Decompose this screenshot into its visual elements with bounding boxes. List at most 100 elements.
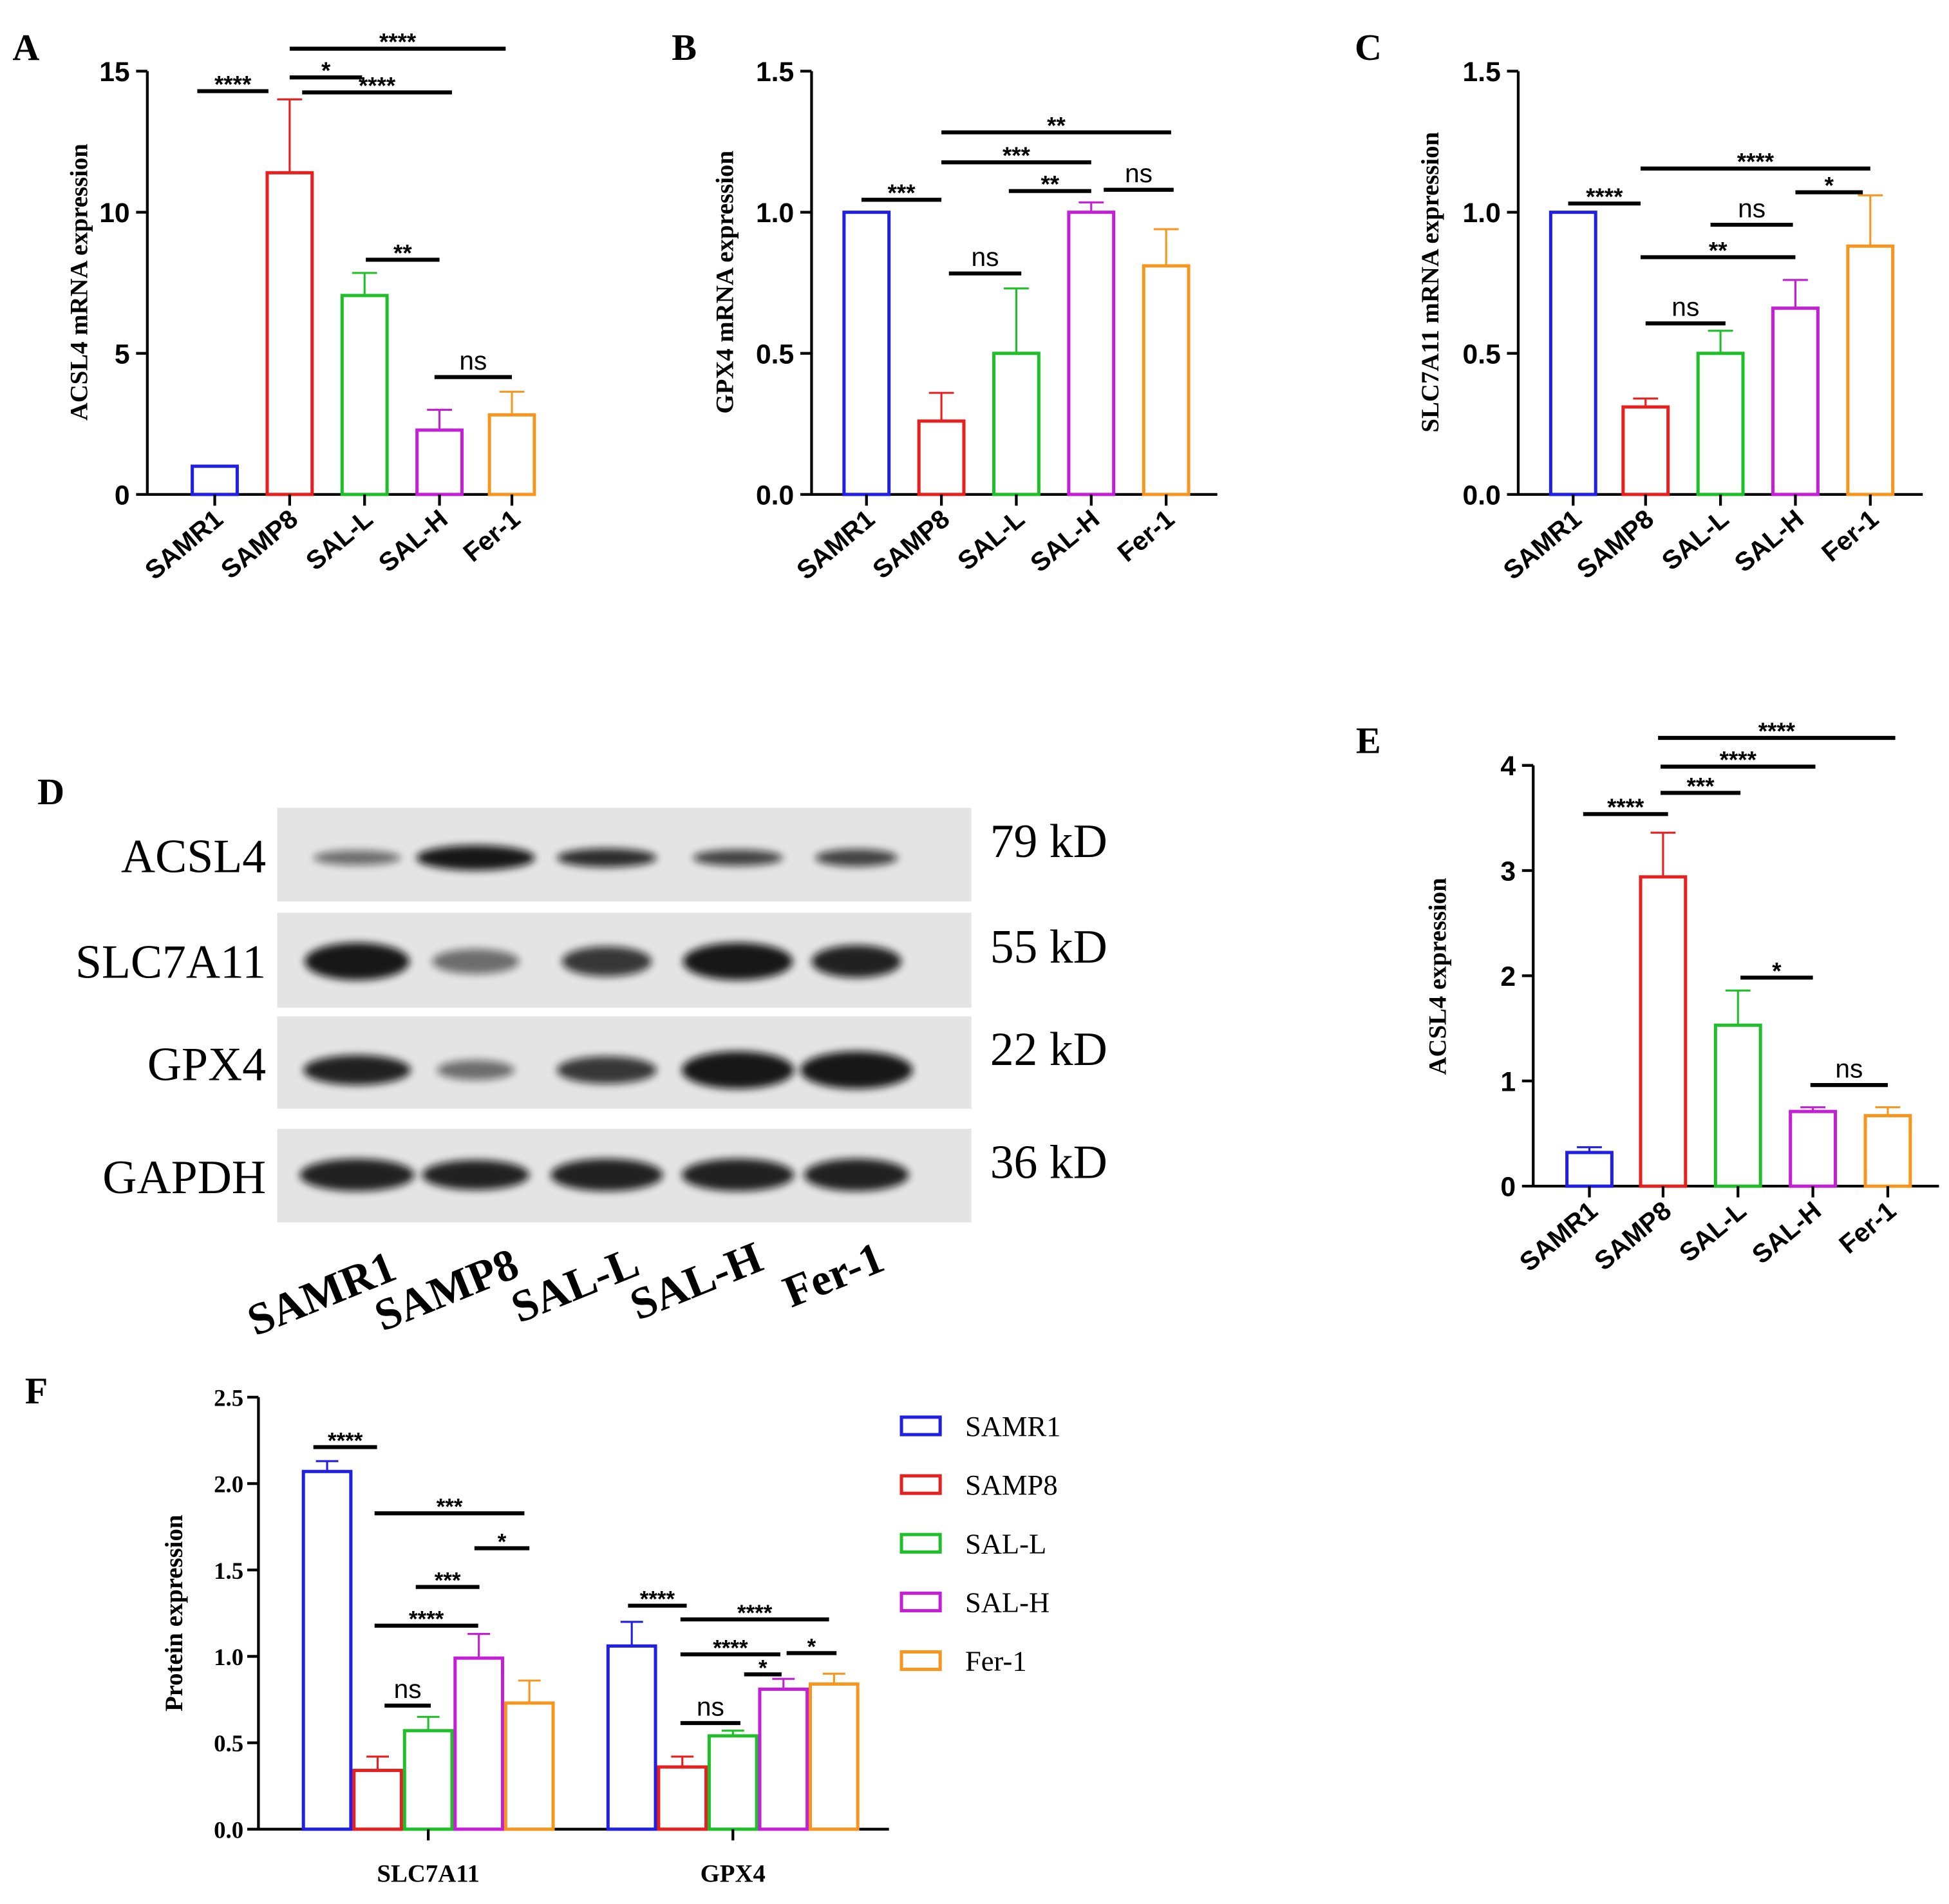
- x-tick-label-sal-h: SAL-H: [1746, 1195, 1827, 1269]
- blot-band-acsl4-sal-l: [556, 848, 657, 867]
- significance-label: ***: [1687, 773, 1715, 799]
- blot-band-gapdh-samp8: [422, 1160, 530, 1190]
- blot-band-gpx4-fer-1: [800, 1051, 913, 1089]
- significance-label: ****: [1586, 184, 1623, 210]
- bar-gpx4-sal-l: [707, 1734, 758, 1831]
- panel-letter: A: [12, 26, 39, 68]
- legend-label-samp8: SAMP8: [965, 1469, 1058, 1501]
- bar-slc7a11-samp8: [352, 1769, 403, 1831]
- significance-label: ns: [971, 242, 999, 272]
- bar-sal-l: [340, 294, 389, 496]
- significance-label: ns: [1738, 193, 1765, 223]
- significance-label: ****: [379, 29, 417, 55]
- y-tick-label: 0: [1500, 1172, 1516, 1203]
- x-tick-label-fer-1: Fer-1: [1833, 1195, 1901, 1259]
- bar-samp8: [265, 171, 314, 496]
- significance-label: ns: [394, 1674, 422, 1704]
- significance-label: ns: [697, 1692, 724, 1721]
- y-tick-label: 1.0: [756, 198, 794, 229]
- bar-gpx4-samp8: [657, 1765, 708, 1831]
- y-tick-label: 1.5: [1463, 57, 1501, 88]
- significance-label: ****: [640, 1587, 675, 1612]
- significance-label: ***: [435, 1569, 461, 1594]
- blot-protein-label: GAPDH: [102, 1151, 266, 1203]
- blot-protein-label: ACSL4: [121, 829, 266, 882]
- x-tick-label-samr1: SAMR1: [791, 504, 880, 585]
- significance-label: **: [393, 240, 412, 266]
- legend-label-sal-l: SAL-L: [965, 1527, 1046, 1560]
- blot-size-label: 55 kD: [990, 920, 1107, 973]
- blot-band-gpx4-samp8: [437, 1060, 514, 1080]
- blot-lane-label-sal-h: SAL-H: [623, 1232, 769, 1330]
- blot-lane-label-fer-1: Fer-1: [777, 1233, 890, 1317]
- significance-label: ****: [409, 1607, 444, 1632]
- bar-fer-1: [487, 413, 536, 496]
- legend-label-fer-1: Fer-1: [965, 1645, 1027, 1677]
- y-axis-title: ACSL4 expression: [1424, 878, 1452, 1075]
- blot-band-slc7a11-sal-l: [561, 946, 652, 977]
- blot-band-gapdh-sal-l: [551, 1158, 663, 1191]
- significance-label: *: [758, 1655, 767, 1681]
- bar-sal-l: [1696, 352, 1745, 496]
- bar-gpx4-sal-h: [758, 1687, 809, 1831]
- significance-label: ****: [214, 71, 252, 97]
- legend-swatch-fer-1: [899, 1650, 942, 1672]
- y-tick-label: 10: [99, 198, 129, 229]
- legend-swatch-samp8: [899, 1474, 942, 1495]
- significance-label: ***: [437, 1494, 463, 1520]
- blot-band-slc7a11-fer-1: [811, 945, 902, 978]
- blot-protein-label: GPX4: [147, 1037, 266, 1090]
- blot-band-gapdh-samr1: [299, 1158, 415, 1191]
- significance-label: ****: [359, 72, 396, 99]
- significance-label: ****: [1737, 149, 1775, 175]
- blot-band-gapdh-sal-h: [681, 1158, 795, 1191]
- blot-band-acsl4-sal-h: [693, 849, 783, 866]
- panel-letter: D: [37, 771, 64, 813]
- blot-size-label: 36 kD: [990, 1136, 1107, 1189]
- significance-label: *: [498, 1529, 507, 1554]
- bar-sal-h: [415, 428, 464, 496]
- y-axis-title: ACSL4 mRNA expression: [66, 144, 93, 420]
- x-tick-label-sal-l: SAL-L: [300, 504, 378, 576]
- bar-slc7a11-samr1: [301, 1469, 353, 1831]
- y-tick-label: 1.0: [1463, 198, 1501, 229]
- x-tick-label-fer-1: Fer-1: [1112, 504, 1180, 567]
- y-tick-label: 3: [1500, 856, 1516, 887]
- blot-row-slc7a11: SLC7A11 55 kD: [75, 912, 1107, 1008]
- significance-label: *: [1825, 173, 1834, 199]
- bar-samp8: [1639, 875, 1688, 1188]
- y-tick-label: 4: [1500, 751, 1516, 782]
- significance-label: **: [1040, 171, 1059, 198]
- legend-swatch-sal-l: [899, 1532, 942, 1554]
- significance-label: ****: [737, 1601, 773, 1626]
- legend-label-samr1: SAMR1: [965, 1410, 1061, 1442]
- y-tick-label: 5: [115, 339, 130, 370]
- y-tick-label: 1.0: [214, 1644, 243, 1670]
- chart-panel-e: E 0 1 2 3 4 ACSL4 expression SAMR1SAMP8SAL-LSAL…: [1356, 718, 1939, 1277]
- legend: SAMR1 SAMP8 SAL-L SAL-H Fer-1: [899, 1410, 1061, 1677]
- x-tick-label-sal-h: SAL-H: [1729, 504, 1809, 578]
- legend-swatch-samr1: [899, 1415, 942, 1437]
- legend-label-sal-h: SAL-H: [965, 1586, 1050, 1618]
- bar-sal-l: [992, 352, 1040, 496]
- x-tick-label-slc7a11: SLC7A11: [377, 1860, 479, 1887]
- y-tick-label: 1.5: [214, 1558, 243, 1584]
- bar-samr1: [1565, 1151, 1614, 1188]
- y-axis-title: GPX4 mRNA expression: [711, 151, 739, 413]
- blot-band-gpx4-sal-h: [681, 1051, 795, 1089]
- blot-protein-label: SLC7A11: [75, 935, 266, 988]
- significance-label: ****: [1758, 718, 1796, 744]
- panel-letter: F: [25, 1370, 48, 1412]
- significance-label: ****: [713, 1635, 748, 1661]
- significance-label: *: [321, 57, 331, 84]
- significance-label: ***: [888, 180, 916, 206]
- x-tick-label-fer-1: Fer-1: [457, 504, 525, 567]
- y-tick-label: 0.5: [756, 339, 794, 370]
- x-tick-label-gpx4: GPX4: [701, 1860, 766, 1887]
- bar-sal-h: [1771, 306, 1820, 496]
- x-tick-label-sal-h: SAL-H: [373, 504, 453, 578]
- bar-sal-h: [1789, 1109, 1838, 1188]
